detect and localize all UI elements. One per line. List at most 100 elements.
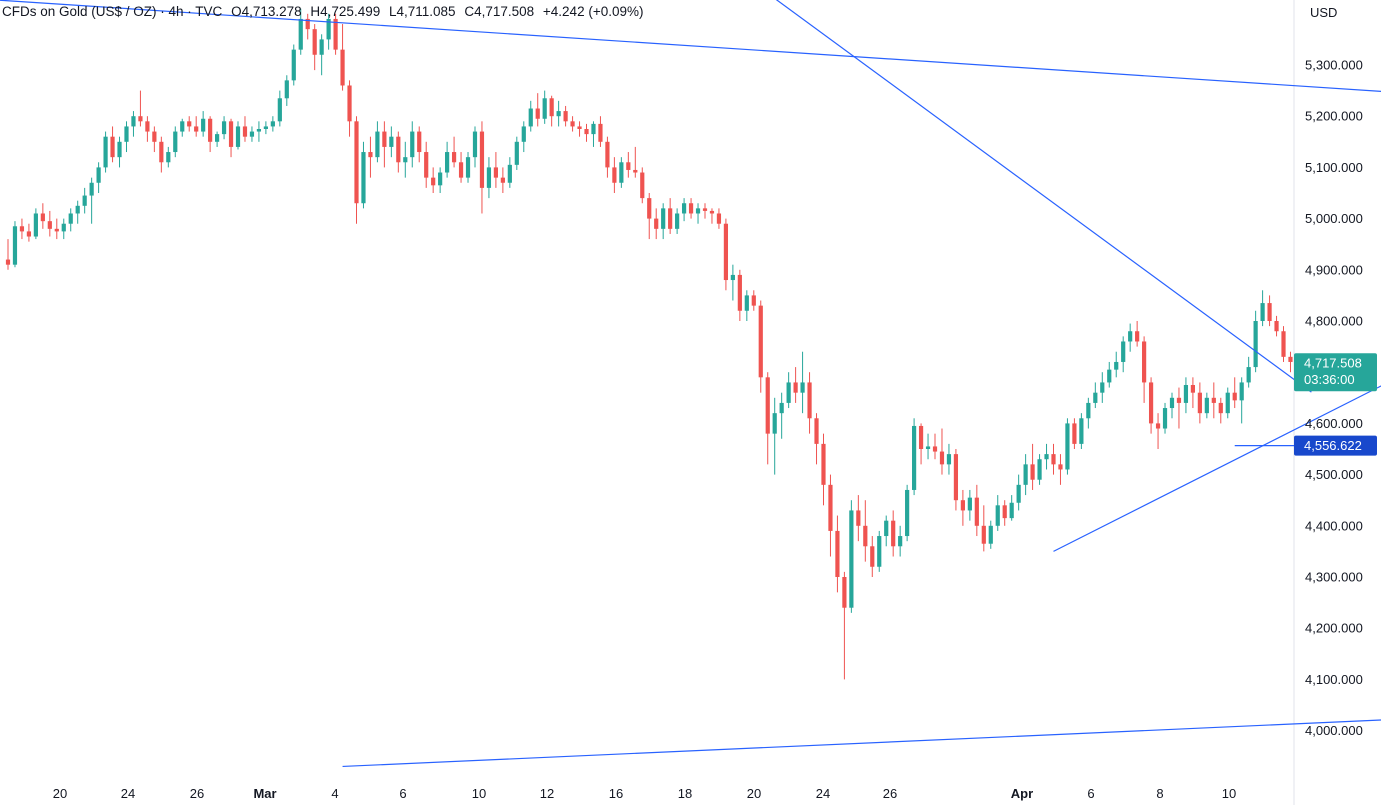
candle-body (849, 510, 853, 607)
candle-body (1037, 459, 1041, 479)
candle (738, 270, 742, 321)
candle (954, 449, 958, 510)
candle-body (76, 206, 80, 214)
candle (313, 24, 317, 70)
candle-body (954, 454, 958, 500)
candle (577, 121, 581, 136)
candle (333, 14, 337, 55)
price-tick-label: 4,200.000 (1305, 621, 1363, 636)
candle (69, 208, 73, 231)
trendline[interactable] (775, 0, 1312, 392)
candle-body (1093, 393, 1097, 403)
candle-body (863, 526, 867, 546)
candle (487, 157, 491, 198)
candle (194, 116, 198, 136)
candle-body (807, 382, 811, 418)
candle-body (271, 121, 275, 126)
trendline[interactable] (343, 715, 1381, 767)
candle (591, 121, 595, 147)
candle-body (1212, 398, 1216, 403)
candle (1254, 311, 1258, 372)
candle-body (870, 546, 874, 566)
candle-body (800, 382, 804, 392)
price-tick-label: 4,300.000 (1305, 570, 1363, 585)
low-value: L4,711.085 (389, 4, 456, 19)
candle (647, 193, 651, 239)
candle (773, 398, 777, 475)
candle-body (1024, 464, 1028, 484)
candle (996, 495, 1000, 531)
candle (842, 572, 846, 680)
support-price-label: 4,556.622 (1304, 438, 1362, 453)
candle-body (487, 167, 491, 187)
candle-body (570, 121, 574, 126)
candle-body (1184, 385, 1188, 403)
candle (682, 198, 686, 221)
candle-body (536, 109, 540, 119)
candle-body (564, 111, 568, 121)
candle-body (933, 446, 937, 451)
countdown-label: 03:36:00 (1304, 372, 1355, 387)
candle (1030, 444, 1034, 490)
price-axis[interactable]: 5,300.0005,200.0005,100.0005,000.0004,90… (1305, 58, 1363, 739)
candle-body (703, 208, 707, 211)
candle-body (1288, 357, 1292, 362)
price-tick-label: 4,800.000 (1305, 314, 1363, 329)
candle (180, 119, 184, 137)
candle-body (222, 121, 226, 134)
trendline[interactable] (0, 0, 1381, 139)
candle (570, 116, 574, 131)
candle-body (396, 137, 400, 163)
time-tick-label: Mar (253, 786, 276, 801)
candle (1281, 326, 1285, 362)
candle (640, 167, 644, 203)
candle (1128, 324, 1132, 352)
candle-body (389, 137, 393, 147)
candle (891, 510, 895, 556)
candle (368, 137, 372, 178)
candle (1058, 454, 1062, 485)
candle-body (445, 152, 449, 172)
currency-label[interactable]: USD (1310, 5, 1337, 20)
candle-body (1107, 370, 1111, 383)
candle (940, 429, 944, 475)
candle-body (926, 446, 930, 449)
candle-body (710, 211, 714, 214)
time-tick-label: 6 (1087, 786, 1094, 801)
trendlines-group (0, 0, 1381, 766)
candle-body (20, 226, 24, 231)
candle-body (1121, 341, 1125, 361)
time-tick-label: 26 (883, 786, 897, 801)
candle (529, 101, 533, 132)
candle-body (961, 500, 965, 510)
candle-body (131, 116, 135, 126)
candle-body (814, 418, 818, 444)
candle (152, 126, 156, 152)
candle (612, 157, 616, 193)
candle (703, 203, 707, 218)
candle (856, 495, 860, 541)
candle-body (278, 98, 282, 121)
time-tick-label: 16 (609, 786, 623, 801)
candle-body (940, 452, 944, 465)
candle (173, 126, 177, 157)
support-price-pill[interactable]: 4,556.622 (1294, 436, 1377, 456)
candle-body (1156, 423, 1160, 428)
candle (201, 111, 205, 137)
candle-body (187, 121, 191, 126)
candle (598, 116, 602, 147)
candle-body (347, 85, 351, 121)
candle-body (884, 521, 888, 536)
candle-body (675, 213, 679, 228)
candle-body (124, 126, 128, 141)
candle-body (103, 137, 107, 168)
candle-body (243, 126, 247, 136)
candle-body (1072, 423, 1076, 443)
candle (1065, 418, 1069, 474)
candle-body (856, 510, 860, 525)
candle-body (166, 152, 170, 162)
